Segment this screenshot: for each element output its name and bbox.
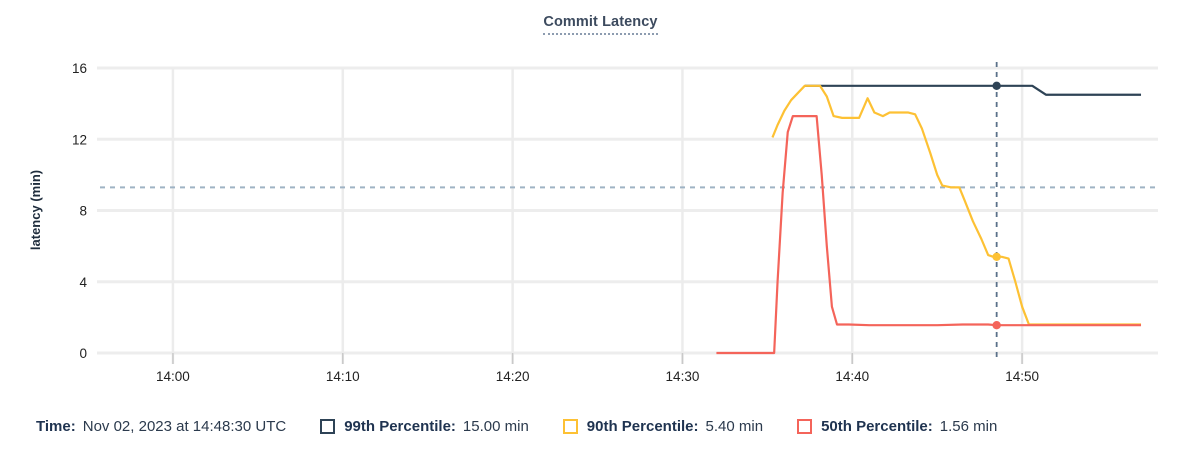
legend-item-p90[interactable]: 90th Percentile: 5.40 min (562, 418, 764, 435)
legend-value-p99: 15.00 min (462, 418, 529, 435)
chart-title-text: Commit Latency (543, 14, 658, 35)
legend-item-p50[interactable]: 50th Percentile: 1.56 min (797, 418, 997, 435)
legend-swatch-p50 (797, 419, 813, 434)
svg-text:14:30: 14:30 (666, 369, 700, 384)
series-lines (716, 84, 1142, 355)
svg-text:0: 0 (79, 346, 87, 361)
series-line-0 (804, 84, 1142, 96)
chart-legend: Time: Nov 02, 2023 at 14:48:30 UTC 99th … (36, 418, 997, 435)
cursor-crosshair[interactable] (992, 62, 1001, 361)
axis-labels: 0 4 8 12 16 latency (min) 14:00 14:10 14:20 14:30… (28, 61, 1039, 384)
svg-text:14:00: 14:00 (156, 369, 190, 384)
svg-text:14:10: 14:10 (326, 369, 360, 384)
legend-time-value: Nov 02, 2023 at 14:48:30 UTC (82, 418, 287, 435)
svg-text:12: 12 (72, 132, 87, 147)
svg-text:8: 8 (79, 204, 87, 219)
legend-time: Time: Nov 02, 2023 at 14:48:30 UTC (36, 418, 286, 435)
series-line-2 (716, 114, 1142, 355)
legend-label-p50: 50th Percentile: (821, 418, 933, 435)
svg-text:14:50: 14:50 (1005, 369, 1039, 384)
legend-value-p50: 1.56 min (939, 418, 998, 435)
legend-swatch-p99 (320, 419, 336, 434)
series-line-1 (771, 84, 1142, 326)
legend-label-p90: 90th Percentile: (586, 418, 699, 435)
legend-label-p99: 99th Percentile: (344, 418, 456, 435)
svg-text:latency (min): latency (min) (28, 170, 43, 250)
svg-text:16: 16 (72, 61, 87, 76)
gridlines (97, 66, 1158, 364)
svg-text:14:40: 14:40 (835, 369, 869, 384)
chart-title: Commit Latency (0, 14, 1201, 35)
legend-swatch-p90 (562, 419, 578, 434)
legend-value-p90: 5.40 min (705, 418, 764, 435)
svg-text:14:20: 14:20 (496, 369, 530, 384)
legend-time-key: Time: (36, 418, 76, 435)
legend-item-p99[interactable]: 99th Percentile: 15.00 min (320, 418, 529, 435)
svg-text:4: 4 (79, 275, 87, 290)
